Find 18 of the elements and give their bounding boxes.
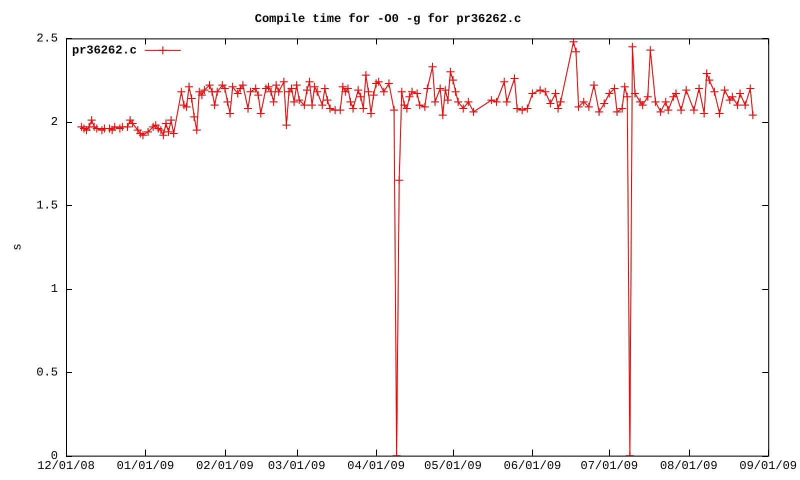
x-tick-label: 09/01/09 — [739, 458, 797, 473]
x-tick-label: 03/01/09 — [268, 458, 326, 473]
x-tick-label: 01/01/09 — [116, 458, 174, 473]
x-tick-label: 02/01/09 — [196, 458, 254, 473]
y-tick-label: 0.5 — [36, 365, 58, 380]
x-tick-label: 06/01/09 — [504, 458, 562, 473]
y-axis-title: s — [10, 243, 24, 251]
x-tick-label: 08/01/09 — [660, 458, 718, 473]
y-tick-label: 2 — [50, 115, 58, 130]
x-tick-label: 05/01/09 — [424, 458, 482, 473]
x-tick-label: 12/01/08 — [37, 458, 95, 473]
y-tick-label: 2.5 — [36, 32, 58, 46]
y-tick-label: 1 — [50, 282, 58, 296]
x-tick-label: 04/01/09 — [347, 458, 405, 473]
x-tick-label: 07/01/09 — [580, 458, 638, 473]
legend-label: pr36262.c — [72, 43, 137, 58]
y-tick-label: 1.5 — [36, 198, 58, 212]
chart-title: Compile time for -O0 -g for pr36262.c — [254, 12, 522, 26]
